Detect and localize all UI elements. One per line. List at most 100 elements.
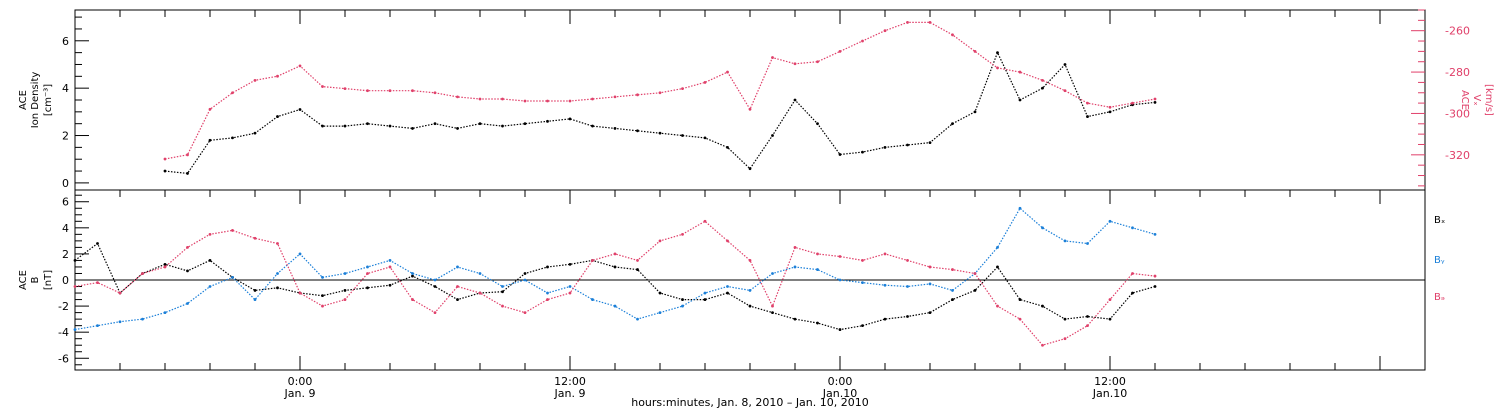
by-series-point bbox=[951, 289, 954, 292]
vx-series-line bbox=[164, 21, 1156, 160]
bx-series-point bbox=[253, 289, 257, 292]
by-series-point bbox=[928, 282, 932, 286]
bz-series-point bbox=[658, 239, 662, 243]
density-series bbox=[163, 51, 1157, 175]
top-left-tick-label: 6 bbox=[62, 35, 69, 48]
by-series-point bbox=[141, 317, 144, 321]
bz-series-point bbox=[996, 304, 999, 308]
bx-series-point bbox=[636, 268, 639, 271]
by-series-point bbox=[523, 278, 527, 282]
density-series-point bbox=[838, 153, 842, 156]
density-series-point bbox=[208, 138, 212, 142]
density-series-point bbox=[636, 129, 639, 133]
density-series-point bbox=[658, 131, 662, 135]
vx-series-point bbox=[343, 87, 347, 91]
vx-series-point bbox=[456, 95, 459, 99]
density-series-point bbox=[343, 124, 347, 128]
by-series-point bbox=[276, 272, 279, 275]
bz-series-point bbox=[456, 285, 459, 288]
bx-series-point bbox=[366, 286, 369, 290]
vx-series-point bbox=[523, 99, 527, 103]
by-series-point bbox=[793, 265, 797, 269]
bz-series-point bbox=[568, 291, 572, 295]
bz-series-point bbox=[771, 304, 774, 308]
bz-series-point bbox=[1086, 324, 1089, 328]
bx-series-point bbox=[1063, 317, 1067, 321]
by-series-point bbox=[681, 304, 684, 308]
density-series-point bbox=[1018, 98, 1022, 102]
by-series-point bbox=[636, 317, 639, 321]
top-panel-frame bbox=[74, 9, 1426, 191]
top-right-ylabel-line3: [km/s] bbox=[1483, 84, 1494, 116]
density-series-point bbox=[1063, 63, 1067, 66]
bx-series bbox=[73, 242, 1157, 331]
by-series-point bbox=[1108, 219, 1112, 223]
vx-series-point bbox=[186, 153, 189, 157]
density-series-point bbox=[591, 124, 594, 128]
by-series-point bbox=[118, 320, 122, 324]
by-series-point bbox=[748, 289, 752, 292]
bz-series-point bbox=[523, 311, 527, 315]
vx-series-point bbox=[231, 91, 234, 95]
bz-series-point bbox=[276, 242, 279, 245]
bz-series-point bbox=[501, 304, 504, 308]
bottom-ylabel-line3: [nT] bbox=[43, 270, 54, 290]
vx-series-point bbox=[928, 21, 932, 24]
density-series-point bbox=[861, 150, 864, 154]
vx-series-point bbox=[996, 66, 999, 70]
bx-series-point bbox=[73, 259, 77, 262]
by-series-point bbox=[1153, 232, 1157, 236]
vx-series-point bbox=[163, 157, 167, 161]
by-series-point bbox=[501, 285, 504, 288]
vx-series-point bbox=[253, 78, 257, 82]
density-series-point bbox=[276, 115, 279, 118]
bz-series-point bbox=[366, 272, 369, 275]
vx-series-point bbox=[298, 64, 302, 68]
bz-series-point bbox=[793, 245, 797, 249]
bz-series-point bbox=[208, 232, 212, 236]
bx-series-point bbox=[456, 298, 459, 301]
density-series-point bbox=[1153, 100, 1157, 104]
bz-series-point bbox=[433, 311, 437, 315]
density-series-point bbox=[1086, 115, 1089, 118]
by-series-point bbox=[1041, 226, 1044, 230]
x-tick-time-label: 12:00 bbox=[1094, 375, 1126, 388]
vx-series-point bbox=[1131, 101, 1134, 105]
top-left-tick-label: 0 bbox=[62, 177, 69, 190]
density-series-point bbox=[523, 122, 527, 126]
top-ylabel-line2: Ion Density bbox=[30, 72, 41, 129]
bz-series-point bbox=[816, 252, 819, 256]
bx-series-point bbox=[771, 311, 774, 315]
bx-series-point bbox=[973, 289, 977, 292]
vx-series-point bbox=[951, 33, 954, 37]
by-series-point bbox=[613, 304, 617, 308]
bottom-ylabel-line2: B bbox=[30, 276, 41, 283]
density-series-point bbox=[231, 136, 234, 140]
by-series-point bbox=[726, 285, 729, 288]
vx-series-point bbox=[433, 91, 437, 95]
by-series-point bbox=[343, 272, 347, 275]
bx-series-point bbox=[276, 286, 279, 290]
by-series bbox=[73, 206, 1157, 331]
bx-series-point bbox=[523, 272, 527, 275]
x-tick-time-label: 0:00 bbox=[828, 375, 853, 388]
by-series-line bbox=[74, 207, 1156, 331]
bx-series-point bbox=[1131, 291, 1134, 295]
vx-series-point bbox=[208, 107, 212, 111]
by-series-point bbox=[411, 272, 414, 275]
bottom-ylabel-line1: ACE bbox=[18, 270, 29, 290]
bz-series-point bbox=[546, 298, 549, 301]
density-series-point bbox=[1108, 110, 1112, 114]
bz-series-point bbox=[253, 236, 257, 240]
bz-series-point bbox=[388, 265, 392, 269]
legend-bx: Bₓ bbox=[1434, 215, 1445, 226]
by-series-point bbox=[321, 275, 324, 279]
x-axis-title: hours:minutes, Jan. 8, 2010 – Jan. 10, 2… bbox=[631, 396, 869, 409]
bz-series-point bbox=[1108, 298, 1112, 301]
by-series-point bbox=[208, 285, 212, 288]
bx-series-point bbox=[1041, 304, 1044, 308]
by-series-point bbox=[906, 285, 909, 288]
bx-series-point bbox=[433, 285, 437, 288]
bz-series-point bbox=[1131, 272, 1134, 275]
by-series-point bbox=[568, 285, 572, 288]
